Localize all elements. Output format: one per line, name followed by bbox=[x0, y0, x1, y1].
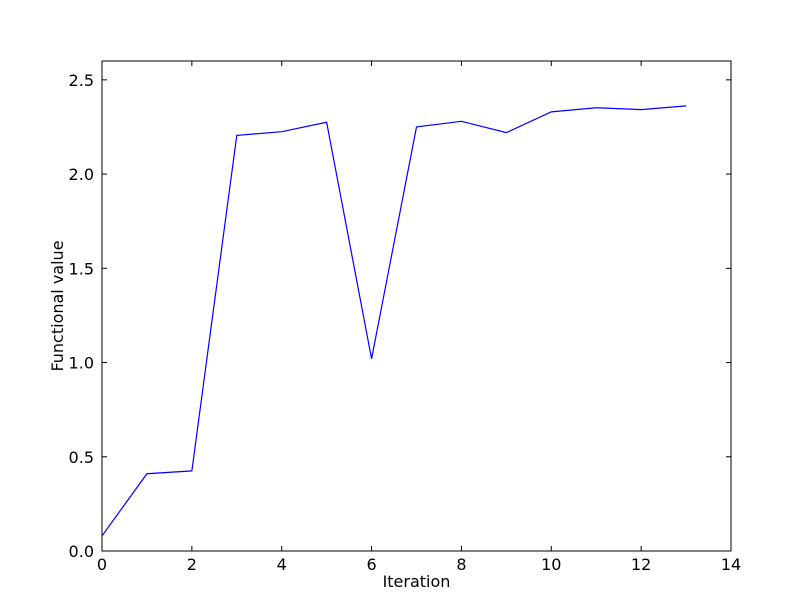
x-tick-label: 0 bbox=[97, 555, 107, 574]
tick-labels: 0 2 4 6 8 10 12 14 0.0 0.5 1.0 1.5 2.0 2.5 bbox=[69, 71, 742, 574]
y-tick-label: 2.0 bbox=[69, 165, 94, 184]
x-tick-label: 12 bbox=[631, 555, 651, 574]
y-tick-label: 2.5 bbox=[69, 71, 94, 90]
y-tick-label: 0.5 bbox=[69, 448, 94, 467]
plot-frame bbox=[101, 60, 732, 552]
x-tick-label: 14 bbox=[721, 555, 741, 574]
series-line-0 bbox=[101, 105, 687, 537]
y-tick-label: 1.5 bbox=[69, 259, 94, 278]
x-axis-label: Iteration bbox=[383, 572, 451, 591]
y-tick-label: 0.0 bbox=[69, 542, 94, 561]
y-axis-label: Functional value bbox=[48, 240, 67, 371]
x-tick-label: 6 bbox=[366, 555, 376, 574]
x-tick-label: 8 bbox=[456, 555, 466, 574]
y-tick-label: 1.0 bbox=[69, 354, 94, 373]
x-tick-label: 10 bbox=[541, 555, 561, 574]
x-tick-label: 2 bbox=[187, 555, 197, 574]
x-tick-label: 4 bbox=[277, 555, 287, 574]
plot-area bbox=[101, 105, 687, 537]
